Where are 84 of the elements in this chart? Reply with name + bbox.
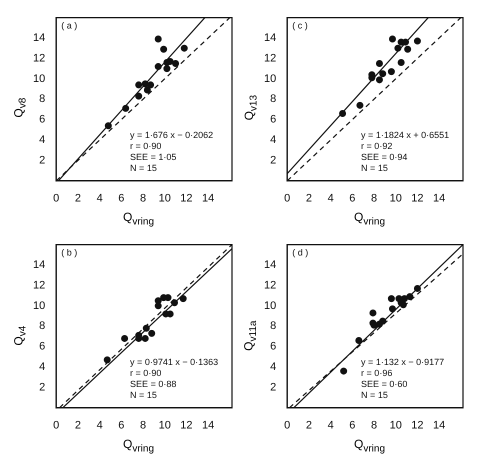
y-tick-label: 2 — [38, 382, 45, 394]
x-tick-label: 10 — [158, 192, 170, 204]
y-tick-label: 14 — [263, 32, 276, 44]
annotation: N = 15 — [360, 390, 388, 400]
annotation: N = 15 — [130, 390, 156, 400]
annotation: ( c ) — [292, 20, 308, 31]
annotation: r = 0·90 — [130, 368, 161, 378]
annotation: ( b ) — [60, 248, 77, 258]
y-tick-label: 4 — [38, 134, 45, 146]
x-tick-label: 8 — [139, 192, 146, 204]
x-tick-label: 0 — [284, 192, 290, 204]
y-tick-label: 10 — [32, 72, 45, 85]
x-tick-label: 12 — [410, 420, 424, 432]
y-tick-label: 12 — [32, 52, 45, 64]
y-tick-label: 8 — [38, 320, 45, 333]
x-tick-label: 12 — [410, 192, 424, 204]
annotation: SEE = 0·88 — [130, 379, 176, 390]
annotation: y = 1·676 x − 0·2062 — [130, 130, 213, 140]
annotation: y = 0·9741 x − 0·1363 — [130, 357, 218, 368]
x-tick-label: 8 — [370, 192, 377, 204]
x-tick-label: 8 — [139, 420, 146, 432]
x-tick-label: 4 — [96, 420, 102, 432]
y-tick-label: 14 — [32, 32, 45, 44]
annotation: ( d ) — [292, 248, 308, 258]
x-tick-label: 14 — [432, 420, 445, 432]
x-tick-label: 0 — [52, 192, 59, 204]
x-tick-label: 14 — [202, 192, 214, 204]
y-tick-label: 2 — [270, 382, 276, 394]
x-tick-label: 12 — [180, 192, 192, 204]
x-tick-label: 4 — [327, 420, 334, 432]
y-tick-label: 12 — [263, 280, 276, 292]
x-tick-label: 4 — [96, 192, 102, 204]
x-tick-label: 6 — [348, 420, 355, 432]
y-tick-label: 12 — [263, 52, 276, 64]
x-axis-title: Q$_{vring}$ — [122, 210, 154, 228]
y-tick-label: 4 — [270, 361, 276, 374]
y-tick-label: 6 — [38, 114, 45, 126]
annotation: ( a ) — [60, 20, 77, 31]
y-tick-label: 12 — [32, 280, 45, 292]
x-tick-label: 2 — [74, 420, 80, 432]
annotation: SEE = 1·05 — [130, 152, 176, 162]
annotation: SEE = 0·94 — [360, 152, 407, 162]
x-tick-label: 4 — [327, 192, 334, 204]
x-tick-label: 14 — [432, 192, 445, 204]
x-tick-label: 10 — [158, 420, 170, 432]
y-tick-label: 10 — [32, 300, 45, 312]
annotation: N = 15 — [130, 162, 156, 173]
x-axis-title: Q$_{vring}$ — [352, 210, 386, 228]
x-tick-label: 0 — [52, 420, 59, 432]
y-tick-label: 6 — [270, 114, 276, 126]
x-tick-label: 10 — [389, 192, 402, 204]
y-tick-label: 2 — [270, 154, 276, 166]
y-tick-label: 8 — [38, 93, 45, 106]
y-tick-label: 2 — [38, 154, 45, 166]
x-tick-label: 14 — [202, 420, 214, 432]
x-tick-label: 6 — [118, 420, 124, 432]
x-tick-label: 2 — [305, 192, 312, 204]
annotation: N = 15 — [360, 162, 388, 173]
y-tick-label: 14 — [32, 259, 45, 272]
annotation: y = 1·1824 x + 0·6551 — [360, 130, 449, 140]
y-tick-label: 6 — [38, 341, 45, 354]
y-tick-label: 10 — [263, 300, 276, 312]
annotation: y = 1·132 x − 0·9177 — [360, 357, 444, 368]
x-tick-label: 2 — [305, 420, 312, 432]
x-tick-label: 12 — [180, 420, 192, 432]
annotation: r = 0·92 — [360, 140, 392, 151]
y-tick-label: 8 — [270, 320, 276, 333]
x-axis-title: Q$_{vring}$ — [352, 437, 386, 455]
y-tick-label: 14 — [263, 259, 276, 272]
x-tick-label: 10 — [389, 420, 402, 432]
y-tick-label: 4 — [270, 134, 276, 146]
y-tick-label: 4 — [38, 361, 45, 374]
x-tick-label: 0 — [284, 420, 290, 432]
x-tick-label: 2 — [74, 192, 80, 204]
y-tick-label: 8 — [270, 93, 276, 106]
y-tick-label: 6 — [270, 341, 276, 354]
annotation: r = 0·96 — [360, 368, 392, 378]
x-tick-label: 6 — [348, 192, 355, 204]
annotation: r = 0·90 — [130, 140, 161, 151]
annotation: SEE = 0·60 — [360, 379, 407, 390]
x-tick-label: 8 — [370, 420, 377, 432]
x-tick-label: 6 — [118, 192, 124, 204]
x-axis-title: Q$_{vring}$ — [122, 437, 154, 455]
y-tick-label: 10 — [263, 72, 276, 85]
